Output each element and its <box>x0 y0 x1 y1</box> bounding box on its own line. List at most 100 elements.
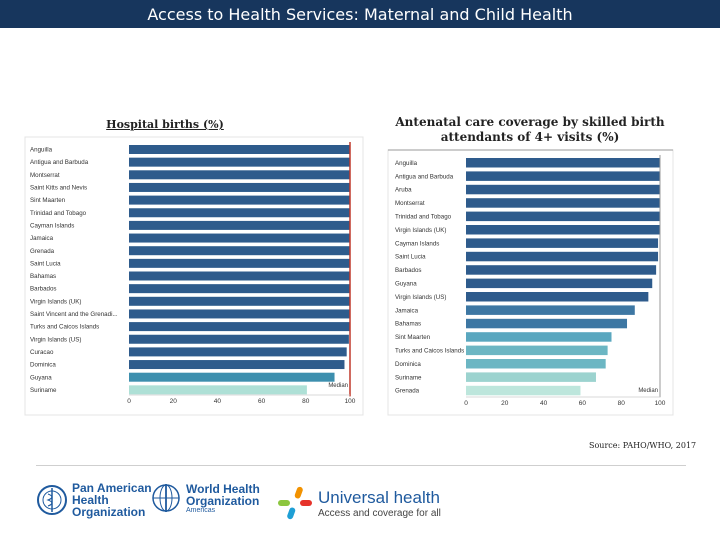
chart-0-bar <box>129 182 350 192</box>
chart-0-bar <box>129 145 350 154</box>
chart-1-category-label: Virgin Islands (US) <box>395 294 446 301</box>
chart-0-bar <box>129 220 350 230</box>
chart-1-bar <box>466 251 659 262</box>
chart-1-category-label: Suriname <box>395 374 422 381</box>
chart-1-category-label: Guyana <box>395 280 417 287</box>
page-header: Access to Health Services: Maternal and … <box>0 0 720 28</box>
who-emblem-icon <box>152 484 180 512</box>
chart-0-bar <box>129 385 307 395</box>
chart-0-bar <box>129 284 350 294</box>
chart-1-bar <box>466 318 628 329</box>
chart-1-bar <box>466 372 596 382</box>
chart-0-category-label: Dominica <box>30 362 56 369</box>
chart-0-category-label: Guyana <box>30 374 52 381</box>
who-logo: World Health Organization Americas <box>150 482 260 514</box>
chart-0-category-label: Bahamas <box>30 273 56 280</box>
chart-1-x-tick-label: 40 <box>540 400 548 407</box>
chart-1-median-label: Median <box>638 388 658 394</box>
chart-1-x-tick-label: 20 <box>501 400 509 407</box>
chart-0-category-label: Turks and Caicos Islands <box>30 324 99 331</box>
universal-health-wordmark: Universal health Access and coverage for… <box>318 488 441 519</box>
chart-1-category-label: Dominica <box>395 361 421 368</box>
who-region: Americas <box>186 506 216 514</box>
chart-0-category-label: Curacao <box>30 349 54 356</box>
chart-1-bar <box>466 292 649 302</box>
chart-1-bar <box>466 345 608 356</box>
chart-0-category-label: Anguilla <box>30 147 53 154</box>
chart-1-category-label: Turks and Caicos Islands <box>395 347 464 354</box>
chart-0-bar <box>129 271 350 281</box>
chart-0-bar <box>129 157 350 167</box>
chart-0-x-tick-label: 20 <box>170 398 178 405</box>
footer-divider <box>36 465 686 466</box>
chart-0-category-label: Virgin Islands (UK) <box>30 298 81 305</box>
chart-0-category-label: Virgin Islands (US) <box>30 336 81 343</box>
chart-0-x-tick-label: 80 <box>302 398 310 405</box>
chart-0-median-label: Median <box>328 383 348 389</box>
chart-1-category-label: Aruba <box>395 187 412 194</box>
chart-0-category-label: Saint Lucia <box>30 260 61 267</box>
chart-1-bar <box>466 359 606 369</box>
chart-0-x-tick-label: 60 <box>258 398 266 405</box>
chart-0-bar <box>129 322 350 332</box>
who-line-1: World Health <box>186 481 260 496</box>
chart-1-bar <box>466 385 581 396</box>
chart-1-category-label: Trinidad and Tobago <box>395 213 452 220</box>
chart-0-category-label: Barbados <box>30 286 57 293</box>
chart-0-category-label: Jamaica <box>30 235 54 242</box>
chart-0-x-tick-label: 40 <box>214 398 222 405</box>
chart-1-bar <box>466 171 660 181</box>
chart-1-category-label: Bahamas <box>395 321 421 328</box>
chart-1-x-tick-label: 0 <box>464 400 468 407</box>
chart-0-category-label: Saint Vincent and the Grenadi... <box>30 311 118 318</box>
page-title: Access to Health Services: Maternal and … <box>147 4 573 24</box>
chart-0-category-label: Sint Maarten <box>30 197 66 204</box>
universal-health-emblem-icon <box>278 486 312 520</box>
chart-0-bar <box>129 334 349 344</box>
chart-0-bar <box>129 360 345 370</box>
who-wordmark: World Health Organization Americas <box>186 483 260 514</box>
chart-0-bar <box>129 296 350 306</box>
chart-1-category-label: Sint Maarten <box>395 334 431 341</box>
chart-1-x-tick-label: 80 <box>618 400 626 407</box>
chart-1-x-tick-label: 60 <box>579 400 587 407</box>
chart-1-category-label: Montserrat <box>395 200 425 207</box>
chart-1-category-label: Grenada <box>395 388 420 395</box>
chart-0-category-label: Saint Kitts and Nevis <box>30 185 87 192</box>
chart-1-category-label: Antigua and Barbuda <box>395 173 454 180</box>
chart-0-bar <box>129 246 350 256</box>
antenatal-care-chart-title: Antenatal care coverage by skilled birth… <box>395 115 665 144</box>
chart-1-bar <box>466 184 660 195</box>
chart-0-bar <box>129 309 350 319</box>
chart-1-category-label: Anguilla <box>395 160 418 167</box>
chart-0-bar <box>129 372 335 382</box>
chart-1-category-label: Cayman Islands <box>395 240 439 247</box>
chart-1-bar <box>466 265 657 275</box>
chart-1-bar <box>466 238 659 248</box>
paho-line-1: Pan American <box>72 481 152 495</box>
chart-0-bar <box>129 258 350 268</box>
chart-0-x-tick-label: 0 <box>127 398 131 405</box>
chart-1-category-label: Virgin Islands (UK) <box>395 227 446 234</box>
chart-1-bar <box>466 211 660 222</box>
universal-health-logo: Universal health Access and coverage for… <box>276 484 441 522</box>
chart-0-bar <box>129 170 350 180</box>
chart-1-bar <box>466 278 653 289</box>
chart-0-bar <box>129 347 347 357</box>
paho-line-2: Health <box>72 493 109 507</box>
chart-0-bar <box>129 233 350 243</box>
chart-1-bar <box>466 332 612 342</box>
chart-1-category-label: Jamaica <box>395 307 419 314</box>
source-note: Source: PAHO/WHO, 2017 <box>589 441 697 450</box>
paho-emblem-icon <box>37 485 67 515</box>
universal-health-title: Universal health <box>318 487 440 507</box>
universal-health-subtitle: Access and coverage for all <box>318 507 441 519</box>
chart-0-category-label: Antigua and Barbuda <box>30 159 89 166</box>
paho-logo: Pan American Health Organization <box>36 482 152 518</box>
chart-0-bar <box>129 195 350 205</box>
chart-1-bar <box>466 158 660 168</box>
paho-wordmark: Pan American Health Organization <box>72 482 152 518</box>
who-line-2: Organization <box>186 493 260 508</box>
hospital-births-chart-title: Hospital births (%) <box>106 118 224 131</box>
